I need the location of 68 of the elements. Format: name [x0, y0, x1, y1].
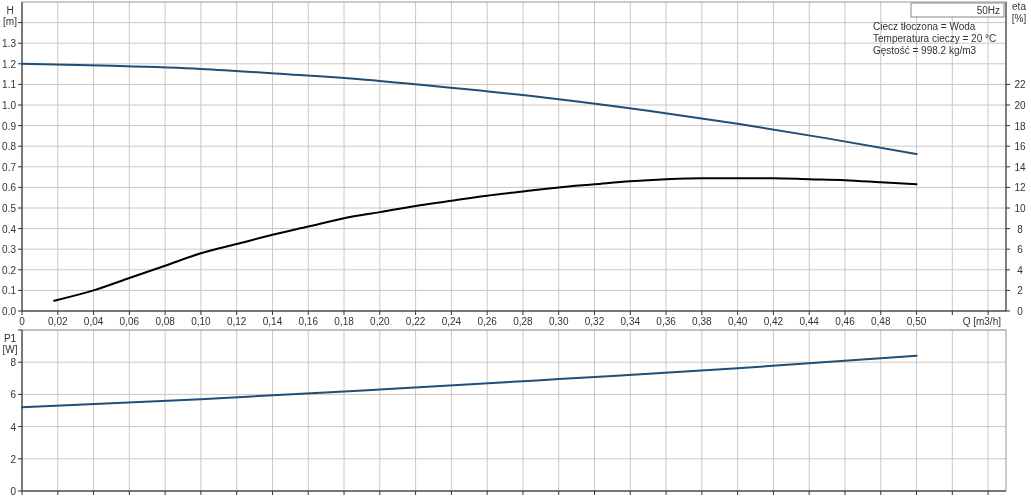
y2-tick-label: 0	[1017, 306, 1024, 317]
annotation: Ciecz tłoczona = Woda	[873, 21, 976, 32]
y-tick-label: 0.3	[2, 244, 17, 256]
x-tick-label: 0,10	[191, 316, 212, 327]
x-tick-label: 0,40	[727, 316, 748, 327]
x-tick-label: 0,50	[906, 316, 927, 327]
y-tick-label: 0.6	[2, 182, 17, 194]
x-tick-label: 0,02	[48, 316, 68, 327]
x-tick-label: 0,28	[513, 316, 534, 327]
x-tick-label: 0,26	[477, 316, 498, 327]
y2-tick-label: 18	[1014, 120, 1026, 132]
x-tick-label: 0,18	[334, 316, 355, 327]
x-tick-label: 0,22	[405, 316, 426, 327]
y-tick-label: 0.5	[2, 203, 17, 214]
x-axis-title: Q [m3/h]	[962, 316, 1002, 327]
y-tick-label: 0.4	[2, 223, 17, 235]
y-tick-label: 0.8	[2, 141, 17, 153]
line-series	[21, 62, 918, 156]
x-tick-label: 0	[19, 316, 26, 327]
y-tick-label: 0.0	[2, 306, 17, 317]
y2-tick-label: 8	[1017, 223, 1024, 235]
x-tick-label: 0,46	[835, 316, 856, 327]
y-tick-label: 1.2	[2, 58, 17, 70]
y-tick-label: 0.1	[2, 285, 17, 297]
y2-tick-label: 10	[1014, 203, 1026, 214]
y-tick-label: 1.3	[2, 38, 17, 50]
y-tick-label: 0.7	[2, 161, 17, 173]
y-tick-label: 1.0	[2, 100, 17, 111]
y-tick-label: 0	[10, 486, 17, 496]
x-tick-label: 0,32	[584, 316, 605, 327]
x-tick-label: 0,44	[799, 316, 820, 327]
x-tick-label: 0,14	[262, 316, 283, 327]
x-tick-label: 0,06	[119, 316, 140, 327]
x-tick-label: 0,20	[370, 316, 390, 327]
y-tick-label: 4	[10, 421, 17, 433]
y2-tick-label: 22	[1014, 79, 1026, 91]
x-tick-label: 0,38	[692, 316, 713, 327]
line-series	[53, 177, 918, 302]
x-tick-label: 0,24	[441, 316, 462, 327]
y-axis-title: H [m]	[3, 5, 18, 27]
y2-tick-label: 4	[1017, 264, 1024, 276]
x-tick-label: 0,34	[620, 316, 641, 327]
y-tick-label: 0.2	[2, 264, 17, 276]
y2-tick-label: 2	[1017, 285, 1024, 297]
y2-tick-label: 6	[1017, 244, 1024, 256]
annotation: Temperatura cieczy = 20 °C	[873, 33, 997, 44]
x-tick-label: 0,04	[83, 316, 104, 327]
line-series	[21, 354, 918, 409]
y-tick-label: 2	[10, 453, 17, 465]
chart-title: 50Hz	[976, 5, 1000, 16]
y-tick-label: 0.9	[2, 120, 17, 132]
x-tick-label: 0,12	[226, 316, 247, 327]
x-tick-label: 0,16	[298, 316, 319, 327]
x-tick-label: 0,08	[155, 316, 176, 327]
x-tick-label: 0,36	[656, 316, 677, 327]
y-tick-label: 1.1	[2, 79, 17, 91]
x-tick-label: 0,42	[763, 316, 784, 327]
y2-tick-label: 20	[1014, 100, 1026, 111]
y-tick-label: 8	[10, 357, 17, 369]
x-tick-label: 0,48	[871, 316, 891, 327]
y-axis-title: P1 [W]	[2, 333, 18, 355]
y2-axis-title: eta [%]	[1011, 1, 1027, 24]
x-tick-label: 0,30	[548, 316, 569, 327]
y-tick-label: 6	[10, 389, 17, 401]
annotation: Gęstość = 998.2 kg/m3	[873, 45, 977, 56]
y2-tick-label: 14	[1014, 161, 1026, 173]
y2-tick-label: 12	[1014, 182, 1026, 194]
y2-tick-label: 16	[1014, 141, 1026, 153]
